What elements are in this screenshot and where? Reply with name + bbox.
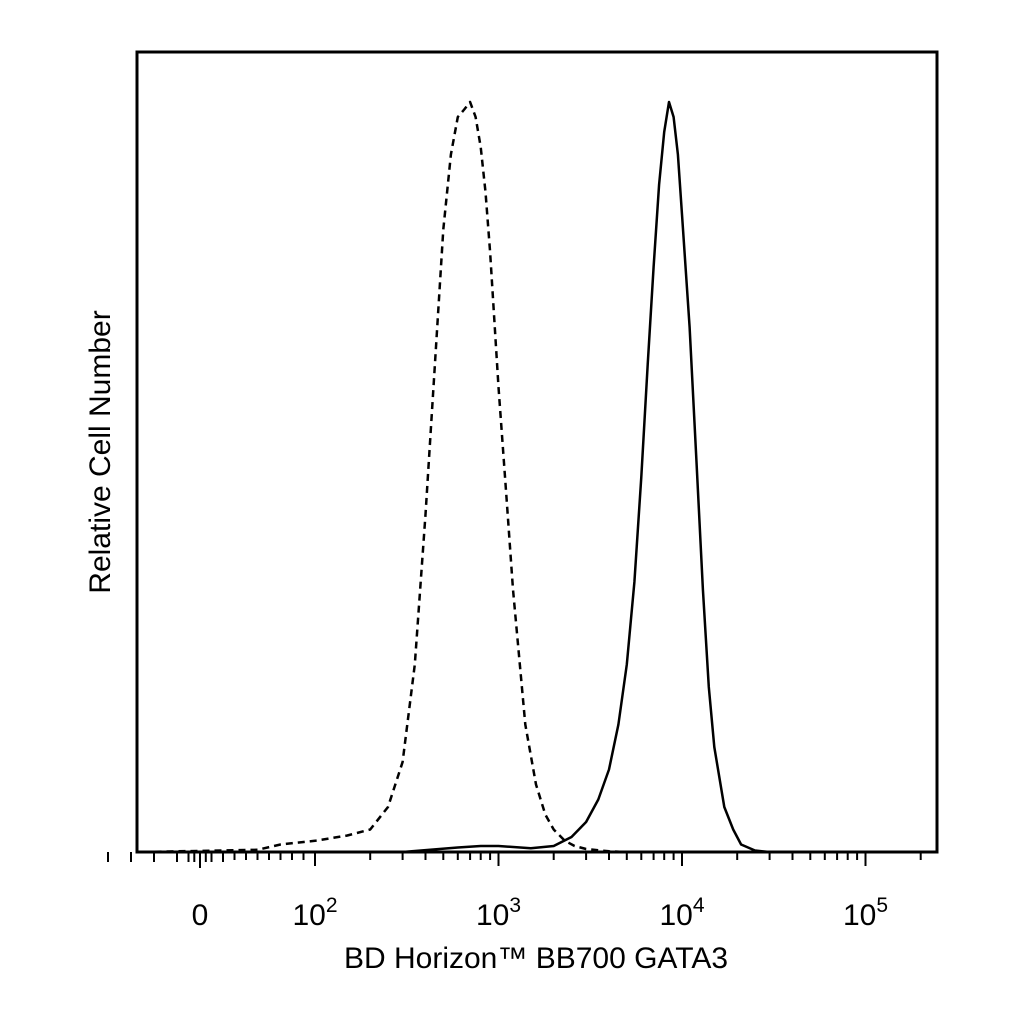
x-tick-label: 104 bbox=[659, 894, 704, 932]
x-axis-minor-ticks bbox=[107, 852, 922, 868]
y-axis-label: Relative Cell Number bbox=[84, 310, 117, 593]
x-axis-label: BD Horizon™ BB700 GATA3 bbox=[344, 942, 728, 975]
series-line-solid bbox=[402, 100, 770, 854]
x-tick-label: 102 bbox=[292, 894, 337, 932]
x-axis-tick-labels: 0 102 103 104 105 bbox=[192, 894, 888, 932]
series-layer bbox=[142, 100, 770, 854]
x-tick-label: 103 bbox=[476, 894, 521, 932]
series-line-dashed bbox=[142, 100, 627, 854]
plot-frame bbox=[135, 50, 939, 854]
x-tick-label: 0 bbox=[192, 899, 209, 932]
x-tick-label: 105 bbox=[843, 894, 888, 932]
